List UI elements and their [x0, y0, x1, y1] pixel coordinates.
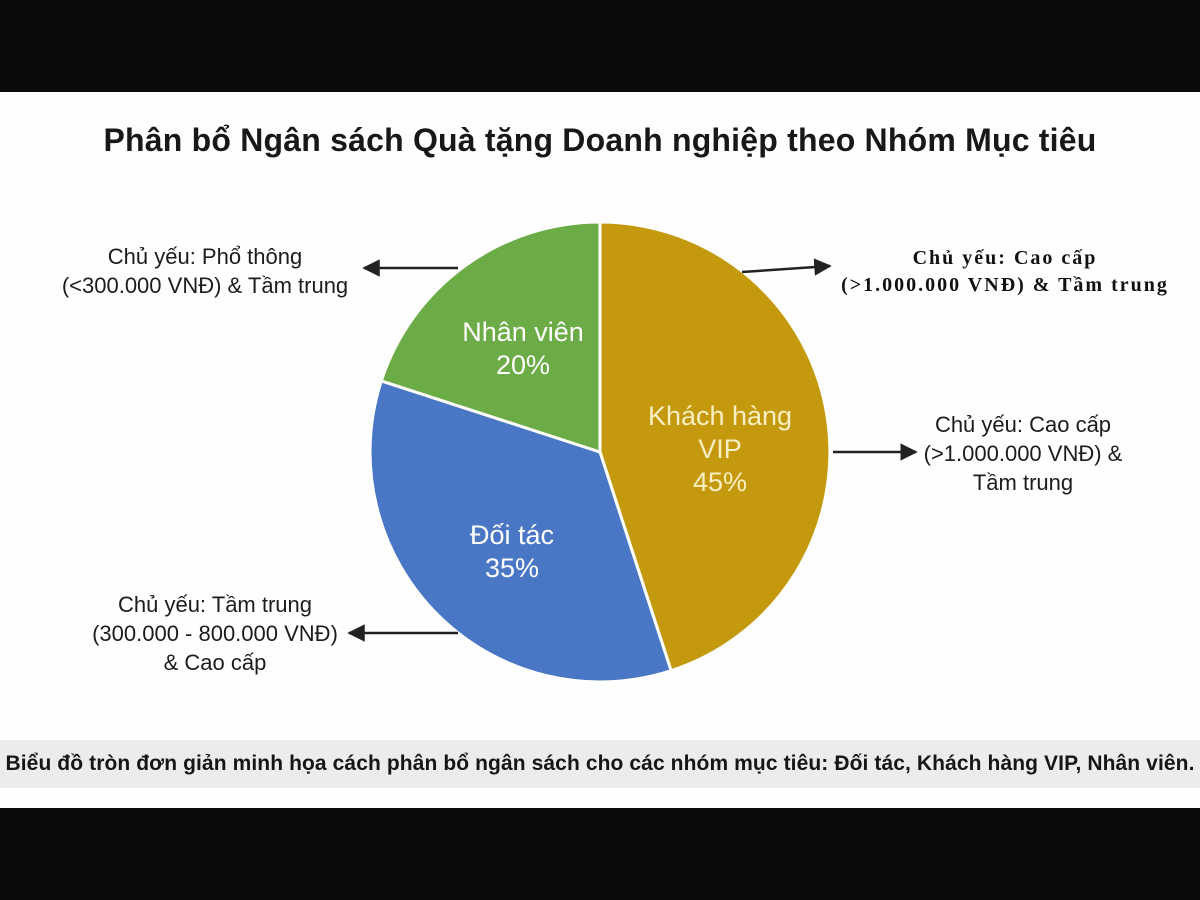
pie-label-line: Đối tác — [469, 520, 555, 550]
pie-label-percent: 35% — [484, 553, 540, 583]
annotation-vip-right: Chủ yếu: Cao cấp (>1.000.000 VNĐ) & Tầm … — [918, 410, 1128, 497]
annotation-doi-tac: Chủ yếu: Tầm trung (300.000 - 800.000 VN… — [62, 590, 368, 677]
annotation-line: (>1.000.000 VNĐ) & — [923, 441, 1123, 466]
pie-slice-đối-tác — [368, 379, 673, 684]
annotation-line: & Cao cấp — [163, 650, 267, 675]
letterbox-bottom — [0, 808, 1200, 900]
pie-slices — [368, 220, 832, 684]
arrow-to-vip-top-note — [741, 258, 832, 276]
pie-slice-nhân-viên — [379, 220, 602, 454]
pie-chart — [347, 220, 918, 684]
slide-canvas: Phân bổ Ngân sách Quà tặng Doanh nghiệp … — [0, 92, 1200, 808]
annotation-line: Tầm trung — [972, 470, 1074, 495]
annotation-line: (300.000 - 800.000 VNĐ) — [92, 621, 338, 646]
pie-label-percent: 20% — [495, 350, 551, 380]
pie-label-doi-tac: Đối tác 35% — [412, 519, 612, 585]
caption-text: Biểu đồ tròn đơn giản minh họa cách phân… — [5, 752, 1195, 775]
annotation-nhan-vien: Chủ yếu: Phổ thông (<300.000 VNĐ) & Tầm … — [55, 242, 355, 300]
annotation-line: Chủ yếu: Cao cấp — [912, 247, 1098, 269]
pie-label-nhan-vien: Nhân viên 20% — [423, 316, 623, 382]
page-title: Phân bổ Ngân sách Quà tặng Doanh nghiệp … — [103, 122, 1097, 158]
pie-label-khach-hang-vip: Khách hàng VIP 45% — [620, 400, 820, 499]
annotation-line: Chủ yếu: Tầm trung — [117, 592, 313, 617]
annotation-line: Chủ yếu: Phổ thông — [107, 244, 303, 269]
letterbox-top — [0, 0, 1200, 92]
annotation-line: Chủ yếu: Cao cấp — [934, 412, 1112, 437]
pie-label-line: Nhân viên — [462, 317, 584, 347]
annotation-line: (<300.000 VNĐ) & Tầm trung — [61, 273, 349, 298]
annotation-line: (>1.000.000 VNĐ) & Tầm trung — [841, 274, 1169, 296]
pie-slice-khách-hàng-vip — [598, 220, 832, 673]
pie-label-line: Khách hàng — [647, 401, 793, 431]
pie-label-percent: 45% — [692, 467, 748, 497]
annotation-vip-top: Chủ yếu: Cao cấp (>1.000.000 VNĐ) & Tầm … — [840, 245, 1170, 299]
pie-label-line: VIP — [698, 434, 742, 464]
caption-bar: Biểu đồ tròn đơn giản minh họa cách phân… — [0, 740, 1200, 788]
